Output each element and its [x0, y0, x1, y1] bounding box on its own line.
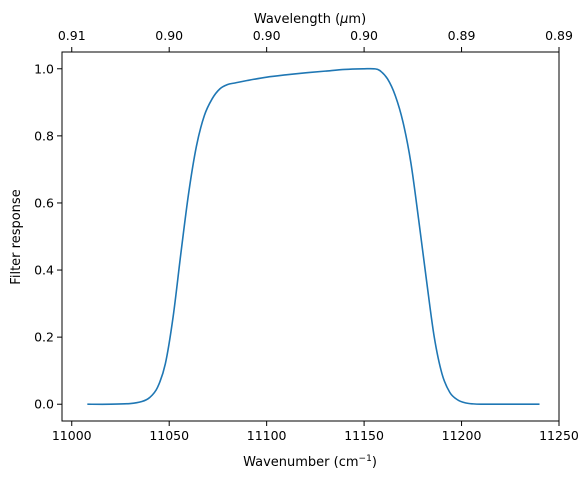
x-tick-label: 11100 [247, 428, 287, 443]
top-tick-label: 0.90 [253, 28, 281, 43]
y-tick-label: 0.0 [34, 397, 54, 412]
y-tick-label: 1.0 [34, 61, 54, 76]
secondary-x-axis: 0.91 0.90 0.90 0.90 0.89 0.89 [58, 28, 573, 52]
x-tick-label: 11150 [344, 428, 384, 443]
top-tick-label: 0.91 [58, 28, 86, 43]
filter-response-line [87, 67, 540, 406]
y-tick-label: 0.8 [34, 128, 54, 143]
y-axis: 0.0 0.2 0.4 0.6 0.8 1.0 [34, 61, 62, 412]
secondary-x-axis-label: Wavelength (μm) [254, 12, 366, 27]
top-tick-label: 0.90 [155, 28, 183, 43]
x-tick-label: 11200 [442, 428, 482, 443]
y-tick-label: 0.6 [34, 195, 54, 210]
top-tick-label: 0.89 [545, 28, 573, 43]
x-axis: 11000 11050 11100 11150 11200 11250 [52, 421, 579, 443]
y-tick-label: 0.4 [34, 263, 54, 278]
x-tick-label: 11050 [149, 428, 189, 443]
x-tick-label: 11000 [52, 428, 92, 443]
y-tick-label: 0.2 [34, 330, 54, 345]
top-tick-label: 0.89 [448, 28, 476, 43]
top-tick-label: 0.90 [350, 28, 378, 43]
plot-area [61, 51, 560, 422]
x-axis-label: Wavenumber (cm−1) [243, 454, 377, 470]
x-tick-label: 11250 [539, 428, 579, 443]
y-axis-label: Filter response [9, 189, 24, 284]
axes-frame [61, 51, 560, 422]
